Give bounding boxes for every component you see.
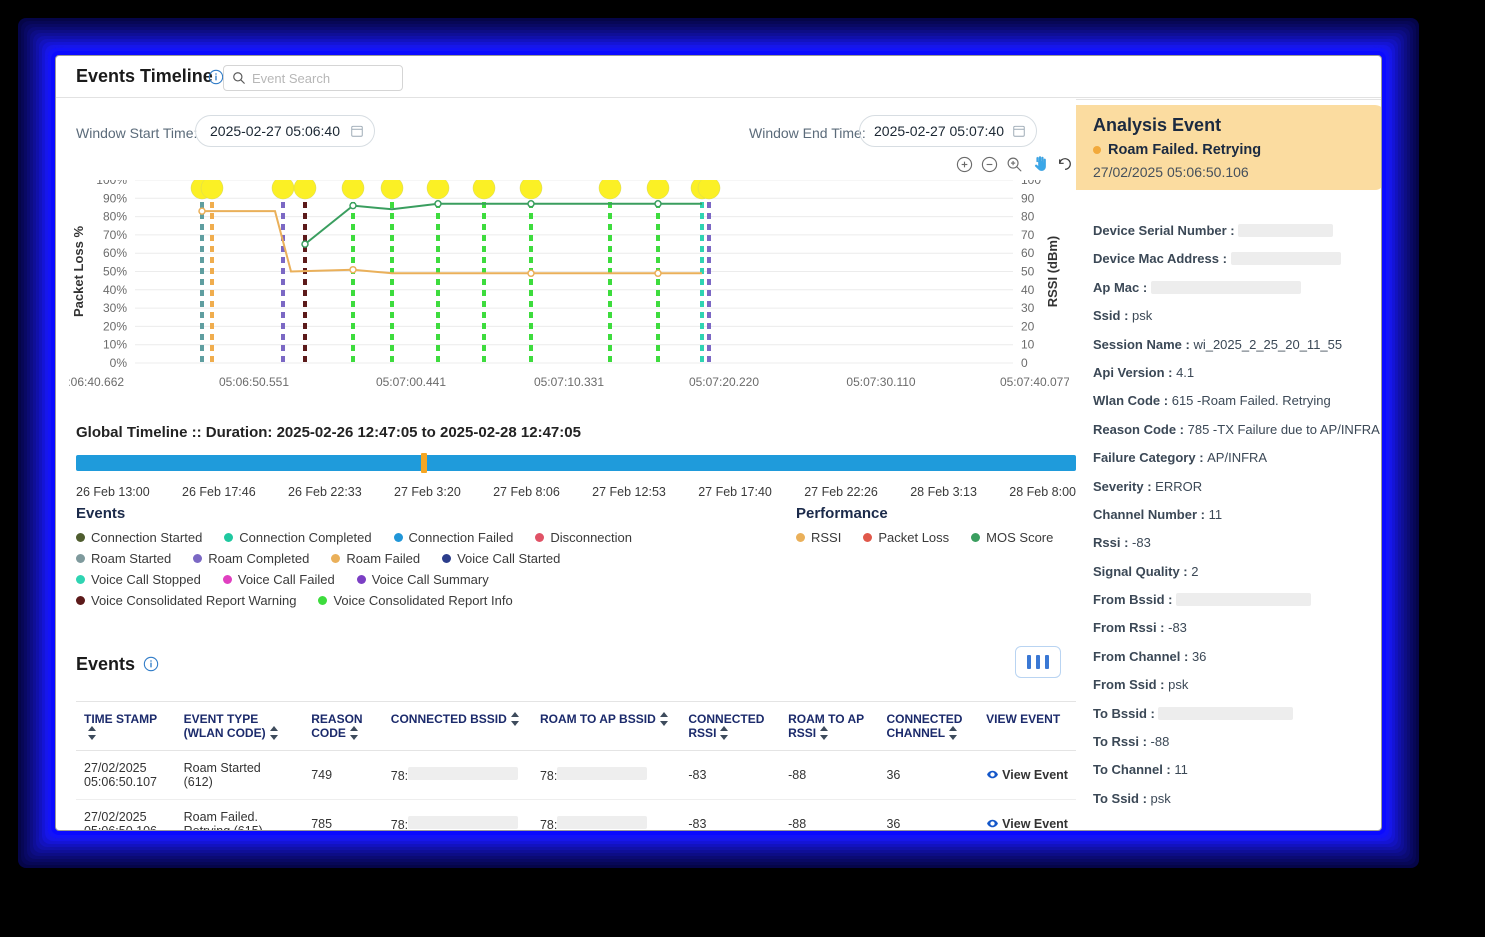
svg-text:80%: 80% (103, 210, 127, 224)
svg-text:100%: 100% (96, 180, 127, 187)
svg-text:90: 90 (1021, 191, 1035, 205)
svg-text:60%: 60% (103, 246, 127, 260)
svg-text:05:07:10.331: 05:07:10.331 (534, 375, 604, 389)
svg-text:20: 20 (1021, 319, 1035, 333)
svg-text:05:06:50.551: 05:06:50.551 (219, 375, 289, 389)
svg-text:05:06:40.662: 05:06:40.662 (69, 375, 124, 389)
svg-text:10: 10 (1021, 338, 1035, 352)
svg-text:05:07:40.077: 05:07:40.077 (1000, 375, 1069, 389)
svg-text:100: 100 (1021, 180, 1041, 187)
svg-text:50%: 50% (103, 265, 127, 279)
svg-text:20%: 20% (103, 319, 127, 333)
svg-text:60: 60 (1021, 246, 1035, 260)
svg-text:30%: 30% (103, 301, 127, 315)
svg-text:05:07:00.441: 05:07:00.441 (376, 375, 446, 389)
svg-text:05:07:30.110: 05:07:30.110 (846, 375, 916, 389)
svg-text:0: 0 (1021, 356, 1028, 370)
svg-text:90%: 90% (103, 191, 127, 205)
svg-text:05:07:20.220: 05:07:20.220 (689, 375, 759, 389)
svg-text:40: 40 (1021, 283, 1035, 297)
svg-text:30: 30 (1021, 301, 1035, 315)
svg-text:10%: 10% (103, 338, 127, 352)
svg-text:Packet Loss %: Packet Loss % (71, 226, 86, 317)
svg-text:0%: 0% (110, 356, 128, 370)
svg-text:50: 50 (1021, 265, 1035, 279)
svg-text:40%: 40% (103, 283, 127, 297)
svg-text:RSSI (dBm): RSSI (dBm) (1045, 236, 1060, 308)
svg-text:70: 70 (1021, 228, 1035, 242)
svg-text:70%: 70% (103, 228, 127, 242)
svg-text:80: 80 (1021, 210, 1035, 224)
